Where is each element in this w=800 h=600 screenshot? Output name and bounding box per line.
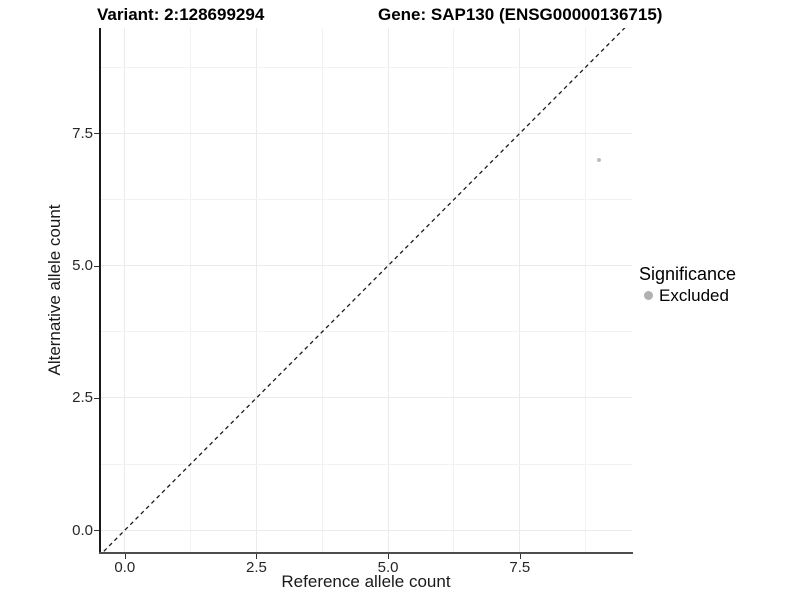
gridline-major-x <box>519 28 521 553</box>
x-tick-label: 5.0 <box>377 559 399 576</box>
y-tick-mark <box>94 133 99 135</box>
x-axis-title: Reference allele count <box>281 572 451 591</box>
y-tick-mark <box>94 265 99 267</box>
x-tick-mark <box>256 554 258 559</box>
legend-key-dot <box>643 291 653 300</box>
legend-item-label: Excluded <box>659 285 729 305</box>
gridline-major-y <box>100 132 632 134</box>
y-axis-line <box>99 28 101 554</box>
gridline-minor-y <box>100 198 632 200</box>
y-tick-label: 5.0 <box>72 257 93 275</box>
plot-panel <box>100 28 632 553</box>
y-tick-mark <box>94 530 99 532</box>
gene-title: Gene: SAP130 (ENSG00000136715) <box>378 5 663 24</box>
x-tick-mark <box>124 554 126 559</box>
gridline-major-y <box>100 265 632 267</box>
gridline-major-y <box>100 529 632 531</box>
legend: Significance Excluded <box>639 263 736 306</box>
x-tick-label: 7.5 <box>509 559 531 576</box>
x-tick-label: 0.0 <box>114 559 136 576</box>
y-axis-title: Alternative allele count <box>45 204 64 376</box>
identity-dashed-line <box>101 28 626 553</box>
legend-item: Excluded <box>639 285 736 306</box>
legend-title: Significance <box>639 264 737 284</box>
gridline-minor-x <box>585 28 587 553</box>
gridline-minor-y <box>100 331 632 333</box>
y-tick-label: 0.0 <box>72 521 93 539</box>
x-tick-label: 2.5 <box>246 559 267 576</box>
gridline-minor-x <box>321 28 323 553</box>
gridline-minor-x <box>453 28 455 553</box>
gridline-minor-y <box>100 66 632 68</box>
x-axis-line <box>99 552 633 554</box>
gridline-minor-y <box>100 463 632 465</box>
variant-title: Variant: 2:128699294 <box>97 5 265 24</box>
gridline-major-x <box>387 28 389 553</box>
legend-key <box>639 287 657 305</box>
x-tick-mark <box>388 554 390 559</box>
y-tick-mark <box>94 397 99 399</box>
legend-items: Excluded <box>639 285 736 306</box>
data-point <box>596 157 601 162</box>
gridline-major-x <box>255 28 257 553</box>
gridline-major-x <box>124 28 126 553</box>
gridline-major-y <box>100 397 632 399</box>
x-tick-mark <box>519 554 521 559</box>
gridline-minor-x <box>190 28 192 553</box>
y-tick-label: 7.5 <box>72 124 93 142</box>
y-tick-label: 2.5 <box>72 389 93 407</box>
